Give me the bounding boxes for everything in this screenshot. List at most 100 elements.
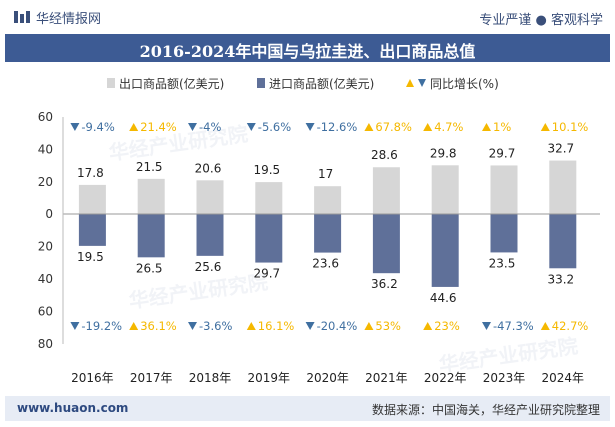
growth-value-label: -9.4% bbox=[81, 120, 114, 134]
down-arrow-icon bbox=[305, 123, 315, 131]
up-arrow-icon bbox=[540, 322, 550, 330]
up-arrow-icon bbox=[246, 322, 256, 330]
import-bar bbox=[490, 214, 518, 253]
legend-import-label: 进口商品额(亿美元) bbox=[269, 76, 374, 91]
export-bar bbox=[78, 184, 106, 214]
growth-value-label: 10.1% bbox=[552, 120, 589, 134]
watermark-text: 华经产业研究院 bbox=[127, 270, 269, 313]
up-arrow-icon bbox=[364, 322, 374, 330]
up-arrow-icon bbox=[129, 123, 139, 131]
export-value-label: 32.7 bbox=[547, 142, 574, 156]
brand-name: 华经情报网 bbox=[36, 11, 102, 27]
growth-value-label: 1% bbox=[493, 120, 511, 134]
import-value-label: 33.2 bbox=[547, 272, 574, 286]
growth-value-label: 53% bbox=[375, 319, 401, 333]
x-tick-label: 2016年 bbox=[71, 371, 114, 385]
up-arrow-icon bbox=[364, 123, 374, 131]
export-bar bbox=[137, 178, 165, 214]
legend-up-icon bbox=[406, 79, 414, 87]
y-tick-label: 40 bbox=[38, 272, 53, 286]
export-value-label: 20.6 bbox=[195, 161, 222, 175]
export-value-label: 17.8 bbox=[77, 166, 104, 180]
export-value-label: 29.7 bbox=[489, 146, 516, 160]
import-value-label: 23.5 bbox=[489, 256, 516, 270]
growth-value-label: -3.6% bbox=[199, 319, 232, 333]
growth-value-label: -12.6% bbox=[317, 120, 358, 134]
x-tick-label: 2021年 bbox=[365, 371, 408, 385]
x-axis: 2016年 2017年 2018年 2019年 2020年 2021年 2022年 2023年… bbox=[71, 371, 584, 385]
import-bar bbox=[549, 214, 577, 269]
down-arrow-icon bbox=[188, 123, 197, 131]
down-arrow-icon bbox=[188, 322, 197, 330]
import-bar bbox=[196, 214, 224, 256]
growth-value-label: -19.2% bbox=[81, 319, 122, 333]
footer-bar: www.huaon.com 数据来源：中国海关，华经产业研究院整理 bbox=[5, 396, 610, 421]
export-bar bbox=[549, 160, 577, 214]
import-bar bbox=[314, 214, 342, 253]
import-bar bbox=[255, 214, 283, 263]
legend-export-label: 出口商品额(亿美元) bbox=[119, 76, 224, 91]
growth-value-label: -47.3% bbox=[493, 319, 534, 333]
growth-value-label: 4.7% bbox=[434, 120, 463, 134]
legend-down-icon bbox=[418, 79, 426, 87]
bars bbox=[78, 160, 577, 287]
watermark-text: 华经产业研究院 bbox=[107, 122, 249, 165]
y-tick-label: 0 bbox=[45, 207, 53, 221]
export-bar bbox=[490, 165, 518, 214]
legend: 出口商品额(亿美元) 进口商品额(亿美元) 同比增长(%) bbox=[107, 76, 499, 91]
import-value-label: 36.2 bbox=[371, 277, 398, 291]
y-tick-label: 20 bbox=[38, 175, 53, 189]
brand: 华经情报网 bbox=[14, 9, 102, 27]
site-url: www.huaon.com bbox=[17, 401, 129, 415]
export-value-label: 17 bbox=[318, 167, 333, 181]
import-bar bbox=[137, 214, 165, 258]
y-tick-label: 20 bbox=[38, 240, 53, 254]
export-bar bbox=[314, 186, 342, 214]
y-axis: 60 40 20 0 20 40 60 80 bbox=[38, 110, 53, 351]
legend-export-swatch bbox=[107, 78, 115, 88]
x-tick-label: 2023年 bbox=[483, 371, 526, 385]
down-arrow-icon bbox=[482, 322, 491, 330]
legend-growth-label: 同比增长(%) bbox=[430, 77, 499, 91]
x-tick-label: 2017年 bbox=[130, 371, 173, 385]
down-arrow-icon bbox=[246, 123, 256, 131]
export-bar bbox=[255, 182, 283, 214]
growth-labels: -9.4% -19.2% 21.4% 36.1% -4% -3.6% -5.6% 16.1% -… bbox=[70, 120, 588, 333]
export-bar bbox=[372, 167, 400, 214]
x-tick-label: 2018年 bbox=[189, 371, 232, 385]
growth-value-label: 21.4% bbox=[140, 120, 177, 134]
tagline: 专业严谨 ● 客观科学 bbox=[479, 13, 603, 28]
logo-icon bbox=[14, 11, 30, 23]
import-bar bbox=[372, 214, 400, 274]
import-value-label: 25.6 bbox=[195, 260, 222, 274]
legend-import-swatch bbox=[257, 78, 265, 88]
import-bar bbox=[431, 214, 459, 287]
export-value-label: 19.5 bbox=[253, 163, 280, 177]
up-arrow-icon bbox=[423, 123, 433, 131]
growth-value-label: -4% bbox=[199, 120, 221, 134]
top-bar: 华经情报网 专业严谨 ● 客观科学 bbox=[0, 0, 615, 34]
title-bar: 2016-2024年中国与乌拉圭进、出口商品总值 bbox=[5, 34, 610, 62]
import-value-label: 23.6 bbox=[312, 257, 339, 271]
x-tick-label: 2024年 bbox=[542, 371, 585, 385]
data-labels: 17.8 19.5 21.5 26.5 20.6 25.6 19.5 29.7 17 23.6 28… bbox=[77, 142, 574, 305]
up-arrow-icon bbox=[540, 123, 550, 131]
growth-value-label: 16.1% bbox=[258, 319, 295, 333]
down-arrow-icon bbox=[70, 322, 80, 330]
x-tick-label: 2022年 bbox=[424, 371, 467, 385]
y-tick-label: 40 bbox=[38, 142, 53, 156]
import-value-label: 19.5 bbox=[77, 250, 104, 264]
import-bar bbox=[78, 214, 106, 246]
export-bar bbox=[431, 165, 459, 214]
growth-value-label: -5.6% bbox=[258, 120, 291, 134]
down-arrow-icon bbox=[305, 322, 315, 330]
growth-value-label: 67.8% bbox=[375, 120, 412, 134]
export-value-label: 28.6 bbox=[371, 148, 398, 162]
y-tick-label: 80 bbox=[38, 337, 53, 351]
x-tick-label: 2019年 bbox=[248, 371, 291, 385]
growth-value-label: 42.7% bbox=[552, 319, 589, 333]
export-value-label: 29.8 bbox=[430, 146, 457, 160]
import-value-label: 26.5 bbox=[136, 261, 163, 275]
